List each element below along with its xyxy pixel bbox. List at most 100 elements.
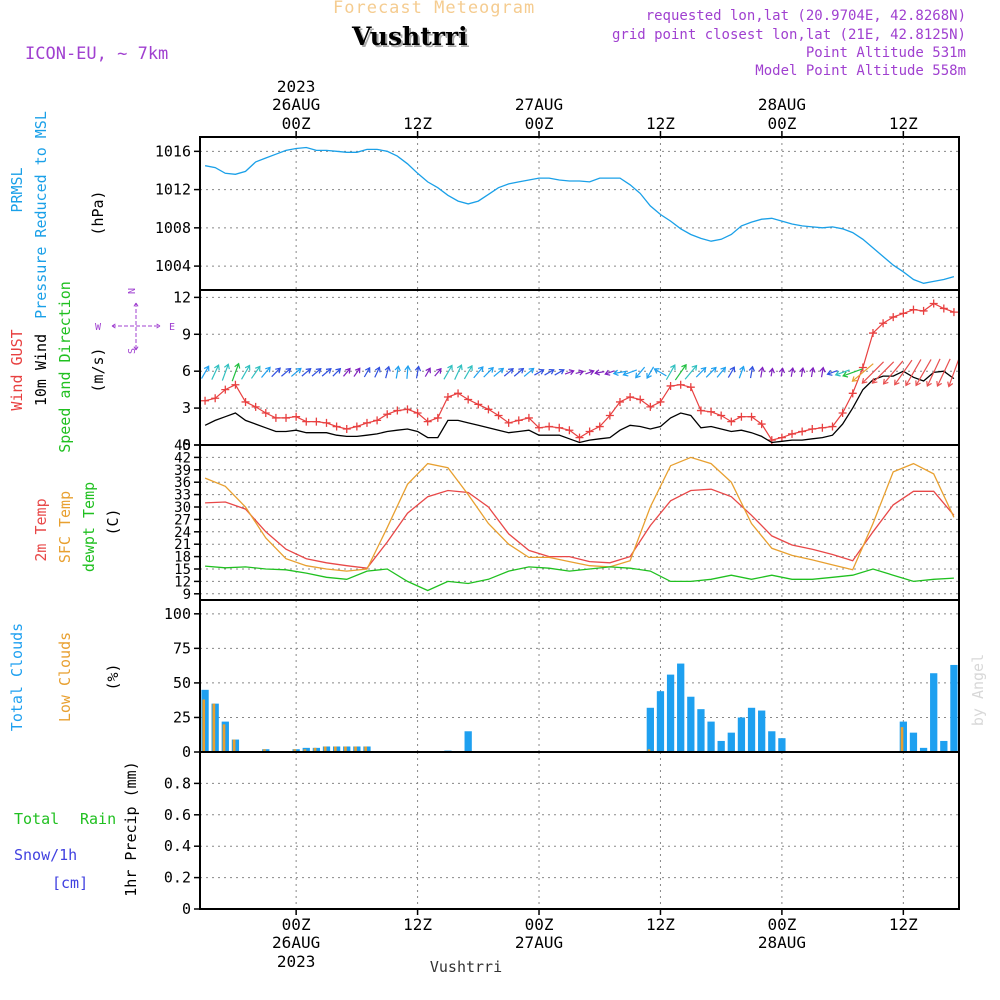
- wind-arrow-shaft: [770, 368, 774, 377]
- wind-arrow-head: [604, 369, 611, 376]
- gust-marker: [707, 407, 716, 416]
- wind-arrow: [684, 364, 698, 380]
- wind-arrow-shaft: [842, 368, 863, 377]
- wind-arrow-shaft: [473, 366, 484, 379]
- gust-marker: [929, 299, 938, 308]
- wind-arrow-head: [612, 369, 619, 376]
- wind-direction-label: Speed and Direction: [56, 281, 74, 453]
- wind-arrow: [473, 366, 484, 379]
- wind-arrow-shaft: [810, 367, 814, 378]
- wind-arrow: [384, 365, 391, 379]
- wind-arrow-head: [477, 366, 484, 373]
- wind-arrow: [281, 367, 292, 377]
- wind-arrow: [727, 366, 736, 378]
- model-label: ICON-EU, ~ 7km: [25, 44, 169, 64]
- wind-arrow: [842, 368, 863, 378]
- wind-arrow: [778, 367, 786, 377]
- y-tick-label: 33: [174, 488, 191, 504]
- precip-snow-label: Snow/1h: [14, 846, 77, 864]
- gust-marker: [939, 304, 948, 313]
- wind-arrow-shaft: [665, 364, 676, 381]
- wind-arrow-head: [588, 369, 595, 376]
- wind-arrow: [635, 366, 646, 379]
- gust-marker: [565, 426, 574, 435]
- wind-gust-label: Wind GUST: [8, 329, 26, 410]
- wind-arrow: [585, 369, 595, 376]
- wind-arrow: [544, 368, 555, 376]
- wind-arrow-head: [223, 363, 230, 370]
- wind-arrow: [674, 363, 687, 381]
- y-tick-label: 18: [174, 550, 191, 566]
- gust-marker: [504, 418, 513, 427]
- total-cloud-bar: [707, 721, 715, 752]
- gust-marker: [393, 406, 402, 415]
- wind-arrow-shaft: [635, 366, 646, 379]
- wind-arrow-shaft: [231, 363, 240, 382]
- sfc-temp-line: [204, 456, 955, 572]
- wind-arrow: [513, 367, 525, 377]
- wind-arrow-head: [335, 367, 342, 374]
- y-tick-label: 24: [174, 525, 191, 541]
- y-tick-label: 100: [164, 605, 191, 623]
- top-date-label: 26AUG: [272, 95, 320, 114]
- wind-arrow: [799, 366, 806, 377]
- wind-arrow-head: [710, 366, 717, 373]
- wind-arrow-shaft: [646, 366, 655, 379]
- wind-arrow: [534, 368, 545, 376]
- top-time-label: 12Z: [646, 114, 675, 133]
- wind-arrow-shaft: [395, 366, 400, 379]
- total-cloud-bar: [262, 749, 270, 752]
- wind-arrow-head: [622, 370, 629, 377]
- gust-marker: [838, 409, 847, 418]
- wind-arrow-head: [435, 367, 442, 374]
- wind-arrow: [231, 362, 241, 382]
- wind-arrow-head: [394, 365, 401, 372]
- wind-arrow-shaft: [250, 366, 261, 379]
- gust-marker: [737, 412, 746, 421]
- bottom-date-label: 28AUG: [758, 933, 806, 952]
- wind-arrow-head: [842, 371, 849, 378]
- gust-marker: [656, 397, 665, 406]
- gust-marker: [454, 389, 463, 398]
- total-clouds-label: Total Clouds: [8, 623, 26, 731]
- low-cloud-bar: [323, 746, 327, 752]
- wind-arrow-head: [295, 367, 302, 374]
- y-tick-label: 1004: [155, 257, 191, 275]
- wind-arrow-shaft: [564, 370, 574, 375]
- compass-rose: N S W E: [95, 288, 175, 354]
- gust-marker: [332, 422, 341, 431]
- wind-arrow: [221, 363, 230, 381]
- wind-arrow: [622, 369, 637, 377]
- gust-marker: [899, 309, 908, 318]
- wind-arrow: [705, 366, 717, 378]
- wind-arrow-shaft: [760, 367, 764, 378]
- gust-marker: [241, 397, 250, 406]
- t2m-label: 2m Temp: [32, 498, 50, 561]
- wind-arrow-head: [905, 380, 911, 387]
- low-cloud-bar: [344, 746, 347, 752]
- gust-marker: [282, 413, 291, 422]
- wind-arrow-head: [508, 368, 514, 374]
- bottom-time-label: 12Z: [646, 915, 675, 934]
- wind-arrow-shaft: [424, 367, 431, 377]
- wind-arrow-shaft: [595, 371, 605, 374]
- y-tick-label: 0.6: [164, 806, 191, 824]
- total-cloud-bar: [778, 738, 786, 752]
- wind-arrow: [575, 369, 585, 376]
- wind-arrow-head: [834, 370, 841, 377]
- y-tick-label: 12: [174, 574, 191, 590]
- wind-arrow-shaft: [835, 369, 850, 376]
- wind-arrow-shaft: [800, 367, 804, 377]
- total-cloud-bar: [717, 740, 725, 752]
- wind-arrow: [748, 365, 755, 379]
- wind-arrow: [523, 367, 535, 377]
- gust-marker: [727, 417, 736, 426]
- wind-arrow: [211, 364, 220, 380]
- wind-arrow: [271, 367, 281, 378]
- wind-arrow-head: [285, 367, 292, 374]
- gust-marker: [757, 420, 766, 429]
- wind-arrow: [665, 364, 676, 381]
- dewpoint-line: [205, 565, 954, 592]
- wind-arrow-shaft: [321, 368, 332, 377]
- y-tick-label: 50: [173, 674, 191, 692]
